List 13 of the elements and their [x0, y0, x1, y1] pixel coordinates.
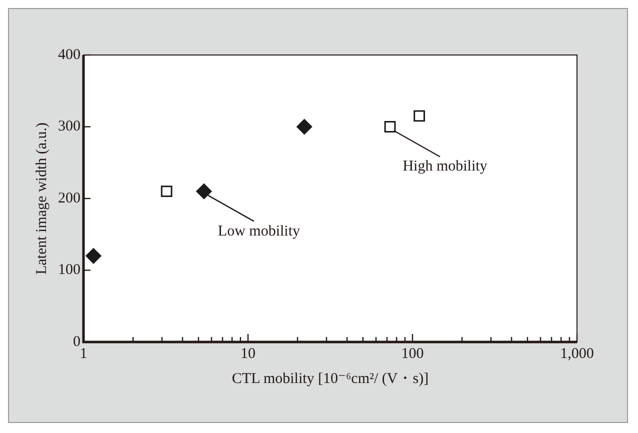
- y-tick-label: 200: [58, 190, 80, 206]
- y-tick-label: 100: [58, 262, 80, 278]
- y-tick-label: 300: [58, 118, 80, 135]
- annotation: Low mobility: [218, 223, 301, 240]
- x-axis-title: CTL mobility [10⁻⁶cm²/ (V・s)]: [232, 370, 429, 387]
- x-tick-label: 1: [80, 346, 88, 362]
- x-tick-label: 100: [401, 346, 424, 362]
- y-tick-label: 0: [73, 334, 80, 350]
- annotation: High mobility: [402, 158, 488, 175]
- x-tick-label: 1,000: [560, 346, 594, 362]
- x-tick-label: 10: [240, 346, 256, 362]
- y-tick-label: 400: [58, 46, 80, 63]
- y-axis-title: Latent image width (a.u.): [34, 122, 50, 275]
